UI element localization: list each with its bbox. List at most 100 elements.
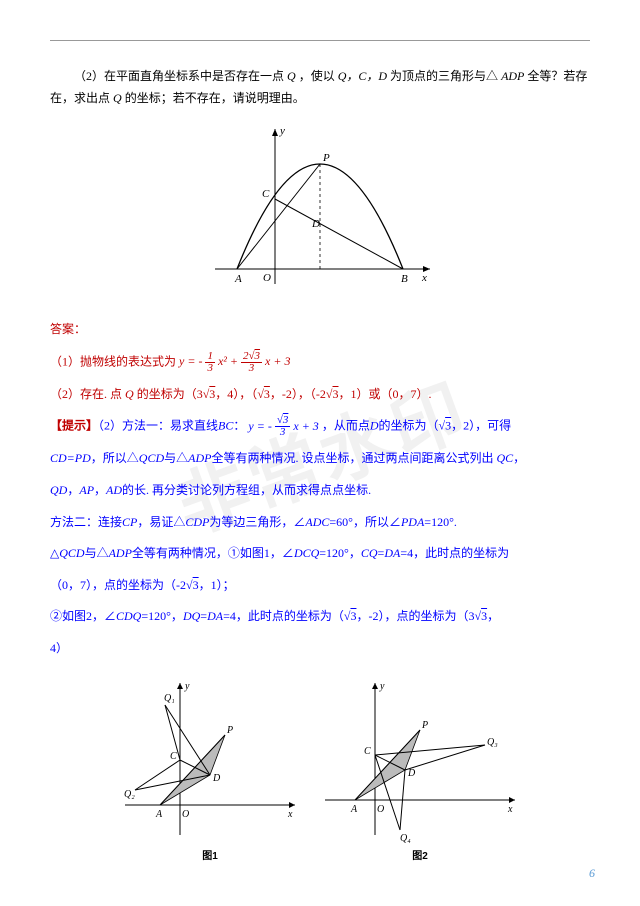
top-rule: [50, 40, 590, 41]
figure-parabola: A B O C P D x y: [50, 119, 590, 299]
svg-text:C: C: [170, 751, 177, 762]
figure-1: A O C D P Q₁ Q₂ x y 图1: [120, 675, 300, 862]
a1-n2b: 3: [255, 350, 261, 362]
hm2cq: CQ: [361, 546, 378, 560]
svg-text:A: A: [350, 804, 358, 815]
hint-m2-l2: △QCD与△ADP全等有两种情况，①如图1，∠DCQ=120°，CQ=DA=4，…: [50, 543, 590, 565]
a2-t1: ，4），（: [215, 387, 257, 401]
hc1a: （0，7），点: [50, 578, 116, 592]
hc2b: =120°，: [141, 609, 183, 623]
hc2dq: DQ: [183, 609, 200, 623]
svg-text:Q₃: Q₃: [487, 737, 498, 748]
h3ad: AD: [106, 483, 122, 497]
hint-label: 【提示】: [50, 419, 98, 433]
figure-2: A O C D P Q₃ Q₄ x y 图2: [320, 675, 520, 862]
hm2dcq: DCQ: [294, 546, 319, 560]
hc2a: ②如图2，∠: [50, 609, 116, 623]
h2d: 全等有两种情况. 设点: [211, 451, 325, 465]
a2-m: 的坐标为（: [137, 387, 197, 401]
h-col: ：: [233, 419, 245, 433]
h2qcd: QCD: [139, 451, 164, 465]
hint-line2: CD=PD，所以△QCD与△ADP全等有两种情况. 设点坐标，通过两点间距离公式…: [50, 448, 590, 470]
h-m1m3: ，2），可得: [451, 419, 511, 433]
q2-t1: （2）在平面直角坐标系中是否存在一点: [74, 69, 284, 83]
hm2da: DA: [384, 546, 400, 560]
svg-text:x: x: [421, 272, 427, 284]
a2-q: Q: [125, 387, 134, 401]
svg-text:Q₁: Q₁: [164, 693, 175, 704]
svg-text:D: D: [311, 218, 320, 230]
q2-var-Q2: Q: [113, 91, 122, 105]
figure-pair: A O C D P Q₁ Q₂ x y 图1: [50, 675, 590, 862]
svg-text:O: O: [263, 272, 271, 284]
h2cm1: ，: [513, 451, 525, 465]
q2-var-QCD: Q，C，D: [338, 69, 387, 83]
svg-text:Q₂: Q₂: [124, 789, 135, 800]
fig2-svg: A O C D P Q₃ Q₄ x y: [320, 675, 520, 845]
hm2la: △: [50, 546, 59, 560]
q2-t3: 为顶点的三角形与△: [390, 69, 498, 83]
hm2ld: =120°，: [319, 546, 361, 560]
hc1d: ，1）；: [199, 578, 235, 592]
svg-text:A: A: [234, 273, 242, 285]
svg-text:P: P: [226, 725, 233, 736]
h3cm1: ，: [67, 483, 79, 497]
h2c: 与△: [164, 451, 188, 465]
parabola-svg: A B O C P D x y: [205, 119, 435, 299]
page-content: （2）在平面直角坐标系中是否存在一点 Q ，使以 Q，C，D 为顶点的三角形与△…: [0, 0, 640, 882]
h-m1p: （2）方法一：易求直线: [98, 419, 218, 433]
hm21: 方法二：连接: [50, 515, 122, 529]
h3b: 点坐标.: [332, 483, 371, 497]
svg-text:A: A: [155, 809, 163, 820]
hm24: =60°，所以∠: [329, 515, 401, 529]
hint-line3: QD，AP，AD的长. 再分类讨论列方程组，从而求得点点坐标.: [50, 480, 590, 502]
h-m1m: ，从而点: [322, 419, 370, 433]
h-bc: BC: [218, 419, 233, 433]
svg-text:D: D: [407, 768, 416, 779]
h3cm2: ，: [94, 483, 106, 497]
h3t: 的长. 再分类讨论列方程组，从而求得点: [122, 483, 332, 497]
a1-n1: 1: [205, 351, 215, 363]
q2-var-ADP: ADP: [501, 69, 524, 83]
svg-text:B: B: [401, 273, 408, 285]
h2e: 坐标，通过两点间距离公式列出: [325, 451, 493, 465]
a1-c3: 3: [284, 354, 290, 368]
hm2pda: PDA: [401, 515, 424, 529]
hm22: ，易证△: [137, 515, 185, 529]
a2-t2: ，-2），（: [270, 387, 316, 401]
hm2lf: 的坐标为: [461, 546, 509, 560]
svg-text:x: x: [287, 809, 293, 820]
svg-text:D: D: [212, 773, 221, 784]
h-tail: + 3: [299, 419, 319, 433]
a2-c1: 3: [197, 387, 203, 401]
hc1c: -2: [176, 578, 186, 592]
q2-t2: ，使以: [299, 69, 335, 83]
fig1-svg: A O C D P Q₁ Q₂ x y: [120, 675, 300, 845]
hm2le: =4，此时点: [400, 546, 461, 560]
h-D: D: [370, 419, 379, 433]
hm2lc: 全等有两种情况，①如图1，∠: [132, 546, 294, 560]
svg-text:C: C: [262, 188, 270, 200]
h2adp: ADP: [188, 451, 211, 465]
answer-1: （1）抛物线的表达式为 y = - 13 x² + 2√33 x + 3: [50, 351, 590, 374]
hint-case2-last: 4）: [50, 638, 590, 660]
a2-p: （2）存在. 点: [50, 387, 122, 401]
svg-text:P: P: [421, 720, 428, 731]
hm2lb: 与△: [85, 546, 109, 560]
h3qd: QD: [50, 483, 67, 497]
h-d: 3: [275, 427, 291, 438]
hc2d: 的坐标为（: [284, 609, 344, 623]
q2-t5: 的坐标；若不存在，请说明理由。: [125, 91, 305, 105]
hc1b: 的坐标为（: [116, 578, 176, 592]
hint-line1: 【提示】（2）方法一：易求直线BC： y = - √33 x + 3 ，从而点D…: [50, 415, 590, 438]
svg-text:P: P: [322, 152, 330, 164]
hm23: 为等边三角形，∠: [209, 515, 305, 529]
h-m1m2: 的坐标为（: [379, 419, 439, 433]
h2qc: QC: [497, 451, 514, 465]
h2b: ，所以△: [91, 451, 139, 465]
a1-prefix: （1）抛物线的表达式为: [50, 354, 179, 368]
hint-coord1: （0，7），点的坐标为（-2√3，1）；: [50, 575, 590, 597]
svg-text:y: y: [379, 681, 385, 692]
a2-t3: ，1）或（0，7）.: [339, 387, 432, 401]
h-lhs: y =: [248, 419, 267, 433]
